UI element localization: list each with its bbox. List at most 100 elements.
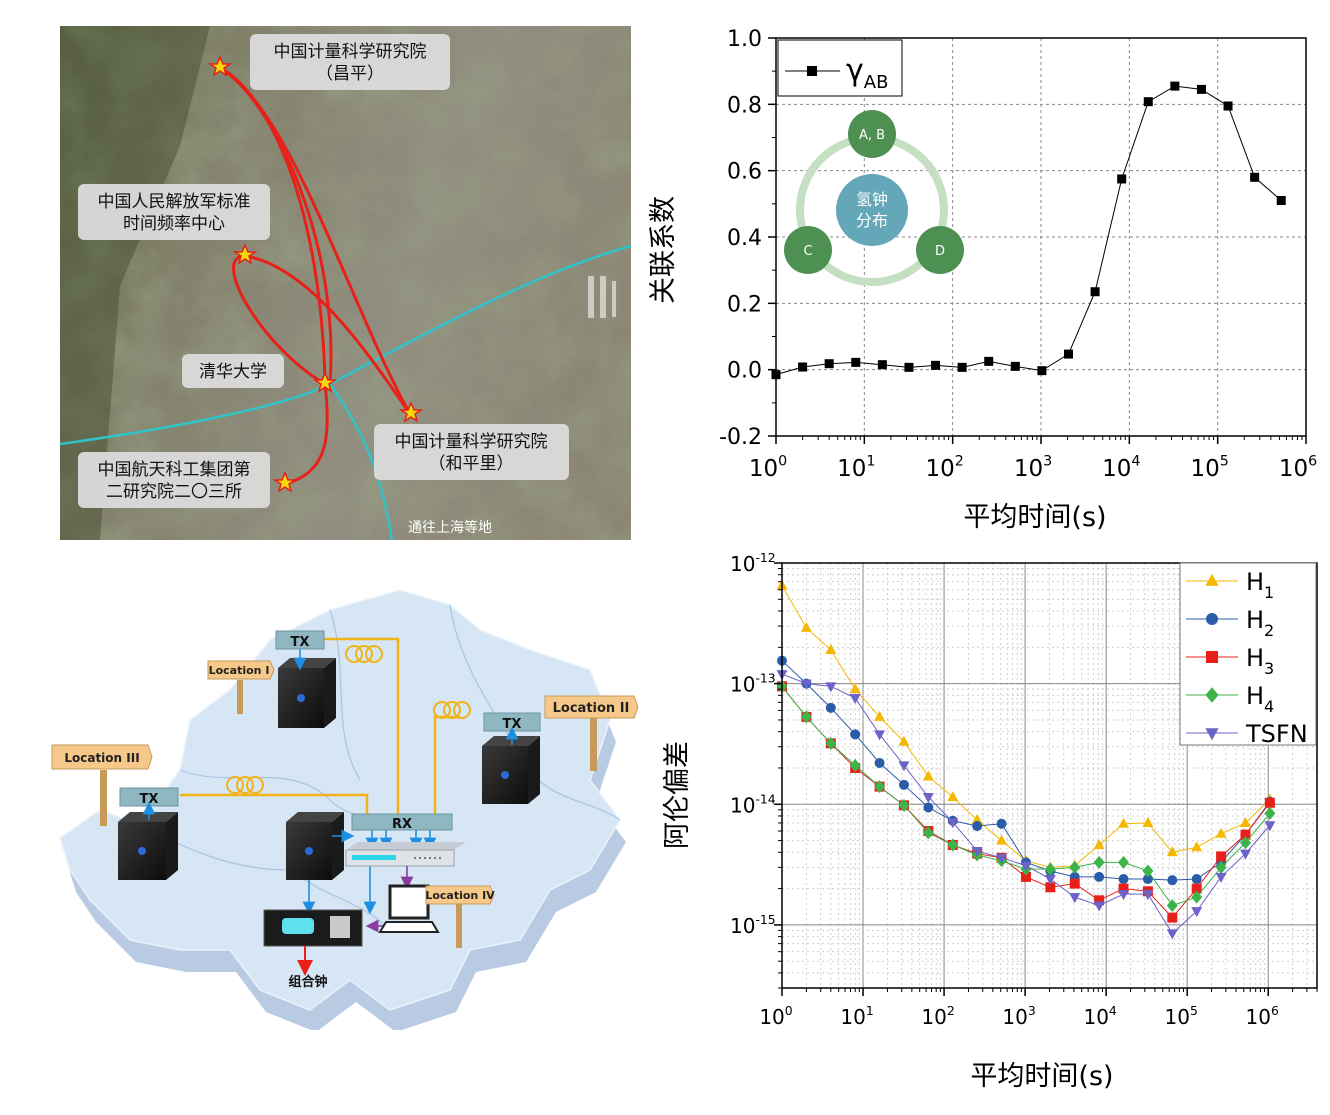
svg-text:TX: TX [140, 792, 159, 807]
hydrogen-clock-cube [118, 812, 178, 880]
x-tick-label: 104 [1102, 454, 1140, 482]
data-point [923, 802, 934, 813]
axes: 10-12 10-13 10-14 10-15 100 101 102 103 104 105 10… [730, 550, 1318, 1029]
label-tsinghua: 清华大学 [182, 354, 284, 388]
data-point [1205, 573, 1219, 586]
x-tick-label: 101 [840, 1003, 873, 1029]
label-text: 中国计量科学研究院 [274, 42, 427, 62]
data-point [1191, 883, 1202, 894]
data-point [898, 761, 910, 772]
data-point [1216, 851, 1227, 862]
data-point [1093, 838, 1105, 849]
x-axis-title: 平均时间(s) [970, 1061, 1113, 1092]
inset-center-text: 分布 [856, 211, 888, 230]
hydrogen-clock-cube [286, 812, 344, 880]
allan-deviation-chart-panel: 10-12 10-13 10-14 10-15 100 101 102 103 104 105 10… [640, 545, 1330, 1111]
hydrogen-clock-inset: 氢钟 分布 A, B C D [784, 110, 964, 286]
tx-module-3: TX [119, 787, 179, 807]
data-point [874, 710, 886, 721]
data-point [1090, 287, 1100, 297]
data-point [1166, 929, 1178, 940]
data-point [800, 621, 812, 632]
label-casic: 中国航天科工集团第 二研究院二〇三所 [78, 452, 270, 508]
data-point [874, 780, 886, 794]
x-tick-label: 105 [1190, 454, 1228, 482]
atom-icon [297, 694, 305, 702]
data-point [1215, 827, 1227, 838]
data-point [1020, 871, 1031, 882]
node-ab [848, 110, 896, 158]
inset-center-text: 氢钟 [856, 190, 888, 209]
data-point [1094, 871, 1105, 882]
data-point [1069, 878, 1080, 889]
data-point [898, 798, 910, 812]
coil-icon [433, 701, 451, 719]
legend-label: H1 [1246, 568, 1274, 602]
combined-clock-label: 组合钟 [288, 974, 327, 990]
data-point [825, 644, 837, 655]
allan-deviation-chart: 10-12 10-13 10-14 10-15 100 101 102 103 104 105 10… [662, 550, 1318, 1092]
data-point [1196, 84, 1206, 94]
legend-label: TSFN [1245, 720, 1308, 748]
rx-module: RX [351, 813, 453, 832]
data-point [1118, 883, 1129, 894]
data-point [1166, 898, 1178, 912]
data-point [1044, 875, 1056, 886]
data-point [1205, 728, 1219, 741]
star-icon [207, 55, 233, 77]
data-point [1037, 366, 1047, 376]
atom-icon [501, 771, 509, 779]
correlation-chart: 1.0 0.8 0.6 0.4 0.2 0.0 -0.2 100 101 102 103 104 105… [648, 27, 1317, 533]
shanghai-line [328, 383, 394, 540]
data-point [1143, 97, 1153, 107]
data-point [877, 360, 887, 370]
svg-text:C: C [803, 244, 812, 259]
label-nim-hepingli: 中国计量科学研究院 （和平里） [374, 424, 569, 480]
data-point [1064, 349, 1074, 359]
data-point [825, 682, 837, 693]
data-point [1166, 846, 1178, 857]
data-point [800, 679, 812, 690]
data-point [1167, 875, 1178, 886]
data-point [874, 757, 885, 768]
star-icon [232, 243, 258, 265]
data-point [874, 730, 886, 741]
data-point [1264, 797, 1275, 808]
data-point [1206, 651, 1218, 663]
signpost-location-1: Location I [207, 660, 275, 714]
hydrogen-clock-cube [482, 736, 540, 804]
x-tick-label: 103 [1014, 454, 1052, 482]
label-nim-changping: 中国计量科学研究院 （昌平） [250, 34, 450, 90]
label-text: 清华大学 [199, 362, 267, 382]
data-point [1264, 821, 1276, 832]
y-tick-label: 0.6 [727, 160, 762, 185]
data-point [1117, 174, 1127, 184]
atom-icon [138, 847, 146, 855]
hydrogen-clock-cube [278, 658, 336, 728]
x-tick-label: 100 [759, 1003, 792, 1029]
data-point [984, 356, 994, 366]
data-point [1118, 855, 1130, 869]
data-point [922, 826, 934, 840]
data-point [849, 694, 861, 705]
data-point [947, 790, 959, 801]
node-d [916, 226, 964, 274]
y-tick-label: 10-13 [730, 671, 776, 697]
data-point [1215, 872, 1227, 883]
combined-clock-instrument [263, 909, 363, 947]
data-point [898, 735, 910, 746]
y-tick-label: 1.0 [727, 27, 762, 52]
signpost-location-3: Location III [51, 744, 153, 826]
svg-text:A, B: A, B [859, 128, 885, 143]
data-point [1170, 81, 1180, 91]
data-point [1118, 874, 1129, 885]
data-point [1223, 101, 1233, 111]
x-tick-label: 104 [1083, 1003, 1116, 1029]
signpost-location-2: Location II [544, 695, 639, 771]
legend-label: H3 [1246, 644, 1274, 678]
label-text: 中国航天科工集团第 [98, 460, 251, 480]
x-tick-label: 103 [1002, 1003, 1035, 1029]
station-star-icons [207, 55, 424, 493]
network-diagram: TX TX TX [51, 589, 639, 1032]
data-point [898, 779, 909, 790]
